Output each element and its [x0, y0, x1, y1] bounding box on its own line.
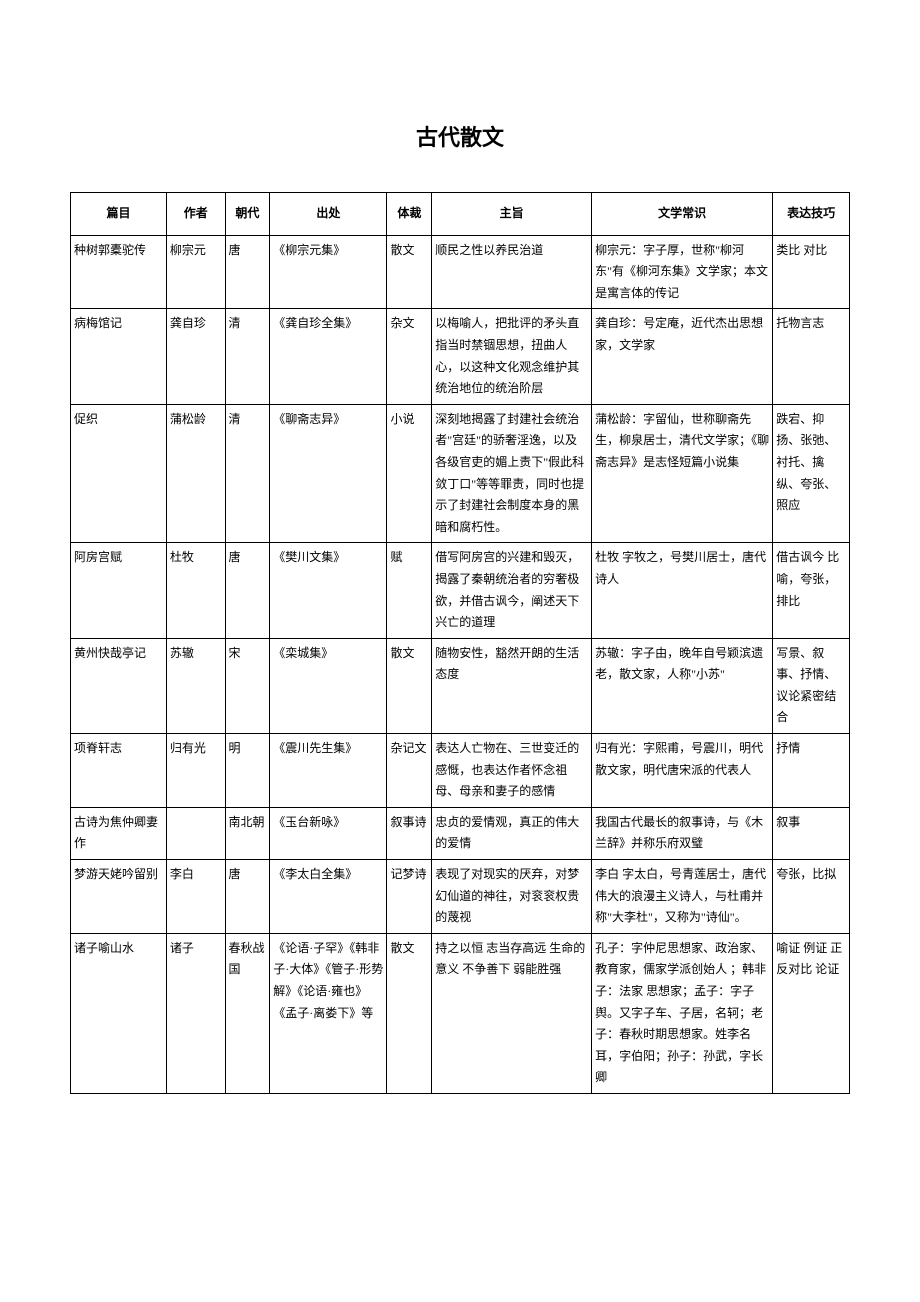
cell-genre: 小说 — [387, 404, 432, 543]
cell-knowledge: 苏辙：字子由，晚年自号颖滨遗老，散文家，人称"小苏" — [592, 638, 773, 733]
table-row: 项脊轩志归有光明《震川先生集》杂记文表达人亡物在、三世变迁的感慨，也表达作者怀念… — [71, 734, 850, 808]
cell-source: 《樊川文集》 — [270, 543, 387, 638]
cell-technique: 夸张，比拟 — [773, 860, 850, 934]
cell-title: 诸子喻山水 — [71, 933, 167, 1093]
cell-technique: 跌宕、抑扬、张弛、衬托、擒纵、夸张、照应 — [773, 404, 850, 543]
cell-theme: 顺民之性以养民治道 — [432, 235, 592, 309]
cell-genre: 散文 — [387, 933, 432, 1093]
table-row: 诸子喻山水诸子春秋战国《论语·子罕》《韩非子·大体》《管子·形势解》《论语·雍也… — [71, 933, 850, 1093]
cell-source: 《李太白全集》 — [270, 860, 387, 934]
cell-theme: 深刻地揭露了封建社会统治者"宫廷"的骄奢淫逸，以及各级官吏的媚上责下"假此科敛丁… — [432, 404, 592, 543]
cell-technique: 托物言志 — [773, 309, 850, 404]
cell-technique: 抒情 — [773, 734, 850, 808]
table-row: 病梅馆记龚自珍清《龚自珍全集》杂文以梅喻人，把批评的矛头直指当时禁锢思想，扭曲人… — [71, 309, 850, 404]
cell-genre: 叙事诗 — [387, 807, 432, 859]
table-body: 种树郭橐驼传柳宗元唐《柳宗元集》散文顺民之性以养民治道柳宗元：字子厚，世称"柳河… — [71, 235, 850, 1093]
table-row: 古诗为焦仲卿妻作 南北朝《玉台新咏》叙事诗忠贞的爱情观，真正的伟大的爱情我国古代最… — [71, 807, 850, 859]
cell-theme: 表达人亡物在、三世变迁的感慨，也表达作者怀念祖母、母亲和妻子的感情 — [432, 734, 592, 808]
cell-source: 《柳宗元集》 — [270, 235, 387, 309]
cell-title: 病梅馆记 — [71, 309, 167, 404]
cell-genre: 杂文 — [387, 309, 432, 404]
cell-source: 《栾城集》 — [270, 638, 387, 733]
cell-knowledge: 孔子：字仲尼思想家、政治家、教育家，儒家学派创始人 ；韩非子：法家 思想家；孟子… — [592, 933, 773, 1093]
cell-theme: 持之以恒 志当存高远 生命的意义 不争善下 弱能胜强 — [432, 933, 592, 1093]
cell-theme: 随物安性，豁然开朗的生活态度 — [432, 638, 592, 733]
col-technique: 表达技巧 — [773, 193, 850, 236]
cell-theme: 表现了对现实的厌弃，对梦幻仙道的神往，对衮衮权贵的蔑视 — [432, 860, 592, 934]
cell-author: 归有光 — [166, 734, 225, 808]
cell-knowledge: 龚自珍：号定庵，近代杰出思想家，文学家 — [592, 309, 773, 404]
col-genre: 体裁 — [387, 193, 432, 236]
col-knowledge: 文学常识 — [592, 193, 773, 236]
cell-dynasty: 清 — [225, 404, 270, 543]
table-row: 阿房宫赋杜牧唐《樊川文集》赋借写阿房宫的兴建和毁灭，揭露了秦朝统治者的穷奢极欲，… — [71, 543, 850, 638]
cell-dynasty: 明 — [225, 734, 270, 808]
cell-title: 黄州快哉亭记 — [71, 638, 167, 733]
cell-author: 诸子 — [166, 933, 225, 1093]
cell-author: 杜牧 — [166, 543, 225, 638]
cell-dynasty: 春秋战国 — [225, 933, 270, 1093]
cell-genre: 杂记文 — [387, 734, 432, 808]
cell-dynasty: 南北朝 — [225, 807, 270, 859]
page-title: 古代散文 — [70, 120, 850, 152]
cell-genre: 散文 — [387, 638, 432, 733]
cell-knowledge: 蒲松龄：字留仙，世称聊斋先生，柳泉居士，清代文学家；《聊斋志异》是志怪短篇小说集 — [592, 404, 773, 543]
table-row: 促织蒲松龄清《聊斋志异》小说深刻地揭露了封建社会统治者"宫廷"的骄奢淫逸，以及各… — [71, 404, 850, 543]
table-row: 黄州快哉亭记苏辙宋《栾城集》散文随物安性，豁然开朗的生活态度苏辙：字子由，晚年自… — [71, 638, 850, 733]
col-author: 作者 — [166, 193, 225, 236]
cell-author: 苏辙 — [166, 638, 225, 733]
cell-dynasty: 唐 — [225, 235, 270, 309]
cell-genre: 记梦诗 — [387, 860, 432, 934]
cell-source: 《论语·子罕》《韩非子·大体》《管子·形势解》《论语·雍也》《孟子·离娄下》等 — [270, 933, 387, 1093]
cell-author: 柳宗元 — [166, 235, 225, 309]
cell-title: 古诗为焦仲卿妻作 — [71, 807, 167, 859]
cell-theme: 以梅喻人，把批评的矛头直指当时禁锢思想，扭曲人心，以这种文化观念维护其统治地位的… — [432, 309, 592, 404]
col-source: 出处 — [270, 193, 387, 236]
cell-technique: 借古讽今 比喻，夸张，排比 — [773, 543, 850, 638]
cell-title: 阿房宫赋 — [71, 543, 167, 638]
cell-genre: 赋 — [387, 543, 432, 638]
cell-knowledge: 李白 字太白，号青莲居士，唐代伟大的浪漫主义诗人，与杜甫并称"大李杜"，又称为"… — [592, 860, 773, 934]
table-row: 梦游天姥吟留别李白唐《李太白全集》记梦诗表现了对现实的厌弃，对梦幻仙道的神往，对… — [71, 860, 850, 934]
cell-technique: 喻证 例证 正反对比 论证 — [773, 933, 850, 1093]
col-theme: 主旨 — [432, 193, 592, 236]
cell-author: 龚自珍 — [166, 309, 225, 404]
cell-knowledge: 我国古代最长的叙事诗，与《木兰辞》并称乐府双璧 — [592, 807, 773, 859]
table-row: 种树郭橐驼传柳宗元唐《柳宗元集》散文顺民之性以养民治道柳宗元：字子厚，世称"柳河… — [71, 235, 850, 309]
cell-technique: 类比 对比 — [773, 235, 850, 309]
col-dynasty: 朝代 — [225, 193, 270, 236]
cell-source: 《龚自珍全集》 — [270, 309, 387, 404]
cell-technique: 写景、叙事、抒情、议论紧密结合 — [773, 638, 850, 733]
cell-dynasty: 清 — [225, 309, 270, 404]
cell-knowledge: 柳宗元：字子厚，世称"柳河东"有《柳河东集》文学家；本文是寓言体的传记 — [592, 235, 773, 309]
cell-source: 《震川先生集》 — [270, 734, 387, 808]
cell-dynasty: 唐 — [225, 860, 270, 934]
cell-dynasty: 宋 — [225, 638, 270, 733]
cell-technique: 叙事 — [773, 807, 850, 859]
cell-knowledge: 归有光：字熙甫，号震川，明代散文家，明代唐宋派的代表人 — [592, 734, 773, 808]
cell-theme: 忠贞的爱情观，真正的伟大的爱情 — [432, 807, 592, 859]
cell-source: 《玉台新咏》 — [270, 807, 387, 859]
col-title: 篇目 — [71, 193, 167, 236]
cell-title: 梦游天姥吟留别 — [71, 860, 167, 934]
cell-title: 促织 — [71, 404, 167, 543]
cell-knowledge: 杜牧 字牧之，号樊川居士，唐代诗人 — [592, 543, 773, 638]
cell-source: 《聊斋志异》 — [270, 404, 387, 543]
cell-title: 项脊轩志 — [71, 734, 167, 808]
prose-table: 篇目 作者 朝代 出处 体裁 主旨 文学常识 表达技巧 种树郭橐驼传柳宗元唐《柳… — [70, 192, 850, 1094]
cell-title: 种树郭橐驼传 — [71, 235, 167, 309]
cell-theme: 借写阿房宫的兴建和毁灭，揭露了秦朝统治者的穷奢极欲，并借古讽今，阐述天下兴亡的道… — [432, 543, 592, 638]
table-header-row: 篇目 作者 朝代 出处 体裁 主旨 文学常识 表达技巧 — [71, 193, 850, 236]
cell-author: 蒲松龄 — [166, 404, 225, 543]
cell-author — [166, 807, 225, 859]
cell-genre: 散文 — [387, 235, 432, 309]
cell-dynasty: 唐 — [225, 543, 270, 638]
cell-author: 李白 — [166, 860, 225, 934]
